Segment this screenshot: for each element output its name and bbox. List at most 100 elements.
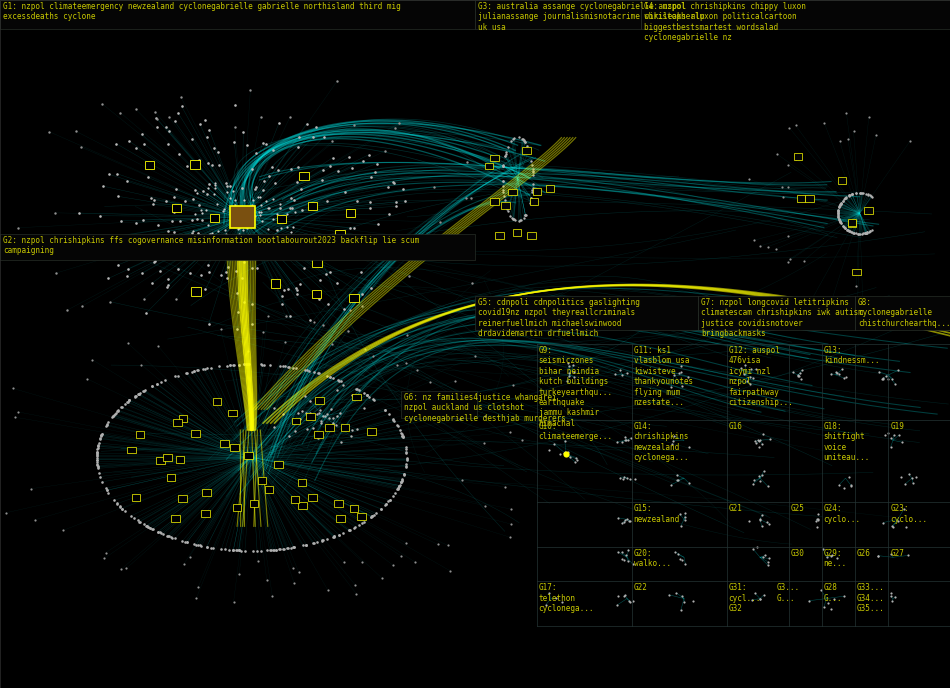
Point [884,588,899,599]
Point [390,420,405,431]
Point [159,195,174,206]
Point [613,472,628,483]
Point [279,543,294,554]
Point [831,202,846,213]
Point [386,414,401,425]
Point [399,330,414,341]
Point [518,209,533,220]
Point [270,165,285,176]
Bar [257,477,266,484]
Point [290,176,305,187]
Point [320,409,335,420]
Point [151,526,166,537]
Point [137,139,152,150]
Point [828,367,844,378]
Point [231,228,246,239]
Point [235,251,250,262]
Point [235,211,250,222]
Point [752,514,768,525]
Point [832,200,847,211]
Point [335,379,351,390]
Point [185,226,200,237]
Point [175,535,190,546]
Bar [292,418,300,424]
Point [843,226,858,237]
Bar [545,186,554,193]
Point [201,319,217,330]
Point [357,343,372,354]
Point [559,449,574,460]
Point [363,171,378,182]
Point [262,203,277,214]
Point [121,338,136,349]
Point [345,424,360,435]
Point [890,365,905,376]
Point [251,206,266,217]
Point [143,193,159,204]
Bar [307,413,315,420]
Point [192,199,207,210]
Point [320,298,335,309]
Point [218,266,234,277]
Point [142,522,158,533]
Point [846,228,862,239]
Point [616,473,631,484]
Point [254,359,269,370]
Point [135,268,150,279]
Point [496,160,511,171]
Point [501,205,516,216]
Point [250,191,265,202]
Point [465,278,480,289]
Point [392,480,408,491]
Point [663,381,678,392]
Point [454,475,469,486]
Point [226,545,241,556]
Bar [806,195,814,202]
Point [760,560,775,571]
Point [836,591,851,602]
Point [349,423,364,434]
Point [782,254,797,265]
Point [322,160,337,171]
Point [132,387,147,398]
Point [562,451,578,462]
Point [227,121,242,132]
Point [842,190,857,201]
Point [89,453,104,464]
Point [887,378,902,389]
Point [324,338,339,350]
Bar [315,398,324,405]
Point [110,259,125,270]
Point [161,279,176,290]
Point [570,454,585,465]
Point [884,548,899,559]
Point [170,370,185,381]
Point [184,214,200,225]
Point [275,291,290,302]
Point [280,283,295,294]
Point [144,524,160,535]
Point [381,208,396,219]
Point [191,539,206,550]
Point [613,365,628,376]
Point [207,179,222,190]
Point [134,359,149,370]
Point [860,227,875,238]
Point [109,406,124,417]
Point [504,519,519,530]
Point [199,541,214,552]
Point [661,589,676,600]
Point [388,122,403,133]
Point [395,431,410,442]
Point [833,199,848,210]
Point [397,468,412,479]
Point [118,248,133,259]
Point [747,235,762,246]
Point [189,539,204,550]
Point [89,448,104,459]
Point [244,200,259,211]
Point [231,251,246,262]
Point [838,372,853,383]
Point [268,544,283,555]
Text: G21: G21 [729,504,743,513]
